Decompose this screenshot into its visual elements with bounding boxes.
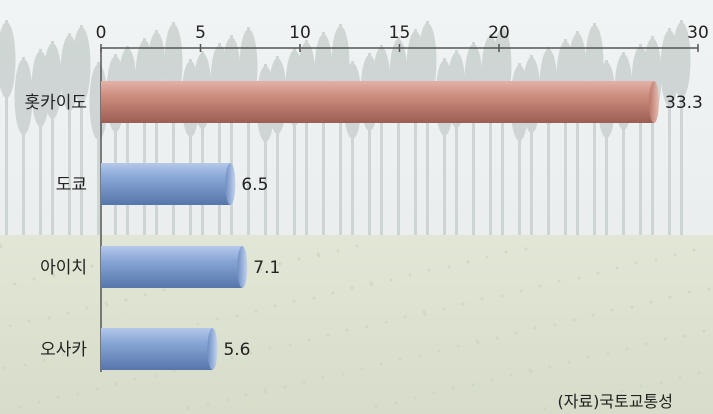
value-label: 5.6 (223, 340, 250, 360)
value-label: 7.1 (253, 258, 280, 278)
x-tick-label: 30 (687, 23, 709, 43)
bar (101, 328, 213, 370)
bar-cap (649, 81, 659, 123)
source-note: (자료)국토교통성 (557, 392, 673, 411)
bar-cap (225, 163, 236, 205)
x-tick-label: 15 (389, 23, 411, 43)
x-tick-label: 5 (195, 23, 206, 43)
bar (101, 246, 243, 288)
x-tick-label: 20 (488, 23, 510, 43)
bar-group: 도쿄 6.5 (56, 163, 268, 205)
x-tick-label: 10 (289, 23, 311, 43)
bar-group: 아이치 7.1 (40, 246, 280, 288)
category-label: 아이치 (40, 258, 87, 278)
category-label: 오사카 (40, 340, 87, 360)
bar-group: 홋카이도 33.3 (24, 81, 703, 123)
bar-cap (237, 246, 248, 288)
bar (101, 163, 231, 205)
value-label: 33.3 (665, 93, 703, 113)
bar (101, 81, 654, 123)
bar-group: 오사카 5.6 (40, 328, 250, 370)
category-label: 도쿄 (56, 175, 87, 195)
x-tick-label: 0 (96, 23, 107, 43)
category-label: 홋카이도 (24, 93, 87, 113)
bar-cap (207, 328, 218, 370)
value-label: 6.5 (241, 175, 268, 195)
